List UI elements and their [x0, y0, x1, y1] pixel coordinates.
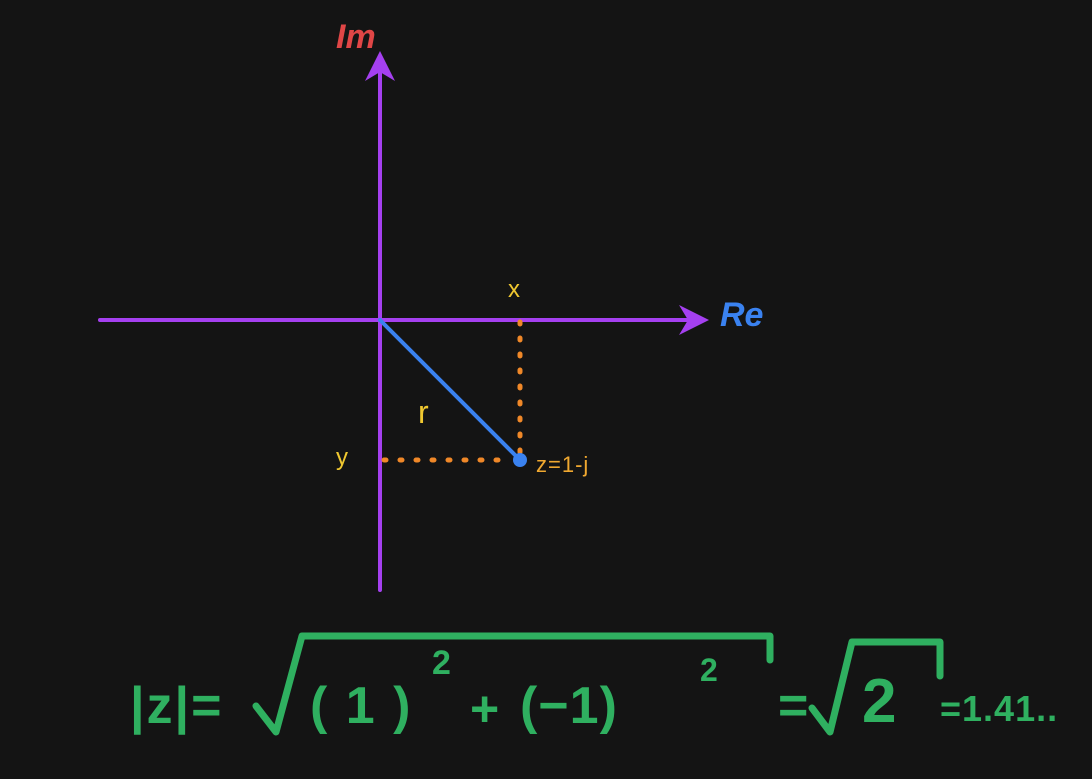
eq-exp2: 2 [700, 652, 718, 689]
eq-result: =1.41.. [940, 688, 1058, 730]
point-label: z=1-j [536, 452, 589, 478]
vector-r [380, 320, 520, 460]
eq-sqrt2-val: 2 [862, 666, 896, 737]
eq-exp1: 2 [432, 644, 451, 683]
eq-term2: (−1) [520, 676, 618, 736]
eq-lhs: |z|= [130, 676, 223, 736]
im-axis-label: Im [336, 18, 376, 57]
point-z [513, 453, 527, 467]
x-projection-label: x [508, 276, 520, 304]
y-projection-label: y [336, 444, 348, 472]
eq-equals1: = [778, 676, 808, 736]
r-label: r [418, 394, 429, 431]
argand-diagram: { "diagram": { "type": "argand-complex-p… [0, 0, 1092, 779]
eq-term1: ( 1 ) [310, 676, 412, 736]
eq-plus: + [470, 680, 499, 738]
re-axis-label: Re [720, 296, 763, 335]
plot-svg [0, 0, 1092, 779]
